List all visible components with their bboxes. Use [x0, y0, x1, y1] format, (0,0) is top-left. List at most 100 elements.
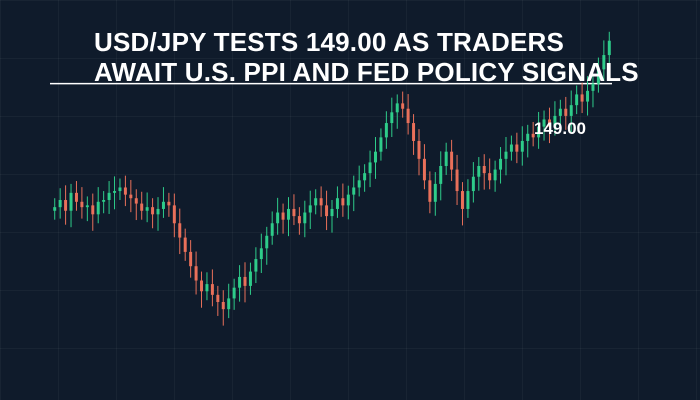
candle-down — [172, 205, 176, 224]
candle-up — [466, 191, 470, 209]
candle-up — [363, 173, 367, 181]
candle-up — [232, 287, 236, 299]
candle-down — [422, 158, 426, 181]
candle-up — [493, 169, 497, 181]
candle-up — [433, 183, 437, 202]
candle-up — [314, 198, 318, 206]
candle-up — [227, 298, 231, 310]
candle-up — [265, 235, 269, 249]
candle-up — [591, 83, 595, 91]
candles-group — [53, 31, 611, 326]
candle-up — [384, 123, 388, 138]
candle-up — [395, 103, 399, 113]
candle-down — [325, 205, 329, 217]
candle-up — [205, 284, 209, 292]
candle-down — [243, 276, 247, 286]
candle-up — [352, 187, 356, 195]
candle-down — [129, 194, 133, 199]
candle-up — [96, 201, 100, 215]
candle-down — [64, 200, 68, 211]
candle-down — [210, 284, 214, 295]
candle-up — [504, 151, 508, 159]
candle-up — [537, 126, 541, 138]
candle-up — [161, 201, 165, 209]
candle-down — [151, 207, 155, 215]
candle-up — [330, 208, 334, 217]
candle-up — [477, 166, 481, 177]
headline: USD/JPY TESTS 149.00 AS TRADERS AWAIT U.… — [94, 27, 654, 87]
candle-up — [107, 192, 111, 200]
candle-up — [248, 271, 252, 286]
candle-down — [167, 201, 171, 206]
candle-down — [123, 187, 127, 195]
candle-down — [80, 201, 84, 208]
candle-down — [200, 280, 204, 292]
candle-down — [547, 119, 551, 127]
candle-down — [455, 169, 459, 192]
candle-up — [102, 200, 106, 202]
candle-up — [607, 40, 611, 56]
candle-up — [145, 207, 149, 211]
candle-up — [308, 205, 312, 213]
candle-up — [542, 119, 546, 127]
candle-down — [460, 191, 464, 209]
candle-up — [499, 158, 503, 170]
candle-up — [444, 151, 448, 166]
candle-down — [221, 302, 225, 310]
candle-up — [118, 187, 122, 192]
candle-up — [259, 248, 263, 260]
candle-up — [156, 208, 160, 215]
candle-down — [292, 208, 296, 217]
candle-down — [216, 294, 220, 302]
candle-up — [53, 207, 57, 211]
candle-down — [515, 144, 519, 152]
candle-up — [553, 115, 557, 127]
candle-up — [238, 276, 242, 288]
candle-up — [303, 212, 307, 224]
candle-down — [531, 133, 535, 138]
candle-up — [575, 94, 579, 106]
candle-up — [602, 55, 606, 70]
candle-down — [74, 192, 78, 202]
candle-up — [276, 212, 280, 224]
candle-up — [471, 176, 475, 192]
candle-down — [428, 180, 432, 202]
candle-down — [482, 166, 486, 174]
candle-down — [319, 198, 323, 206]
candle-up — [287, 208, 290, 220]
candle-down — [183, 237, 187, 252]
candle-up — [569, 105, 573, 116]
candle-up — [586, 90, 590, 102]
candle-up — [390, 112, 394, 124]
candle-up — [526, 133, 530, 141]
candle-up — [439, 166, 443, 184]
candle-down — [580, 94, 584, 102]
candle-down — [178, 223, 182, 238]
candle-up — [69, 192, 73, 211]
candle-up — [58, 200, 62, 208]
candle-up — [509, 144, 513, 152]
candle-up — [254, 259, 258, 272]
candle-up — [335, 198, 339, 209]
candle-up — [596, 69, 600, 84]
candle-down — [406, 108, 410, 124]
candle-down — [341, 198, 345, 206]
candle-down — [412, 123, 416, 141]
candle-down — [488, 173, 492, 181]
candle-up — [374, 151, 377, 163]
level-label: 149.00 — [534, 119, 586, 138]
candle-up — [270, 223, 274, 236]
candle-up — [113, 191, 117, 193]
candle-down — [134, 198, 138, 204]
candle-down — [194, 266, 198, 281]
candle-up — [368, 162, 372, 174]
candle-down — [564, 108, 568, 116]
candle-down — [417, 140, 421, 159]
candle-up — [520, 140, 524, 152]
candle-down — [140, 203, 144, 211]
candle-up — [85, 205, 89, 208]
candle-up — [379, 137, 383, 152]
